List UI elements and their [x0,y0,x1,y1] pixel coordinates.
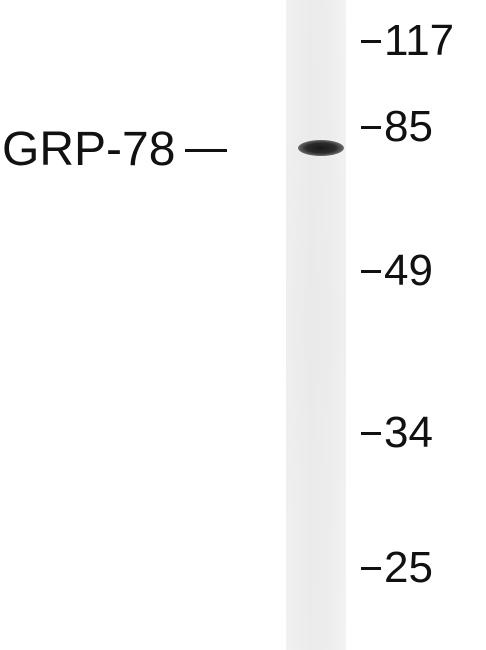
protein-pointer-line [185,148,228,152]
marker-25: 25 [361,545,433,591]
marker-49: 49 [361,248,433,294]
blot-lane [286,0,346,650]
marker-label: 117 [384,16,455,65]
protein-label-group: GRP-78 [2,123,228,176]
marker-label: 25 [384,543,433,592]
marker-117: 117 [361,18,454,64]
marker-34: 34 [361,410,433,456]
marker-label: 34 [384,408,433,457]
marker-tick [361,269,381,273]
marker-tick [361,566,381,570]
marker-tick [361,39,381,43]
marker-85: 85 [361,104,433,150]
protein-label: GRP-78 [2,123,176,176]
protein-band [298,140,344,156]
marker-tick [361,125,381,129]
marker-tick [361,431,381,435]
marker-label: 49 [384,246,433,295]
marker-label: 85 [384,102,433,151]
